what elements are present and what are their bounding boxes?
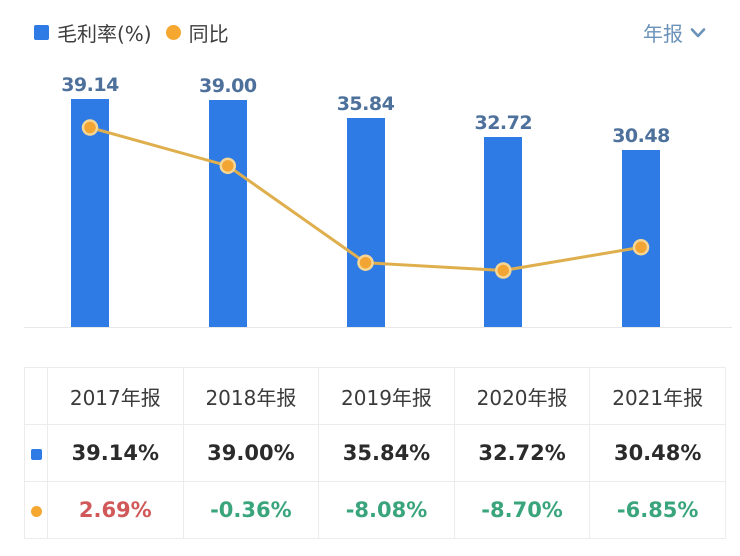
table-cell: -6.85% bbox=[589, 481, 726, 539]
table-cell: -8.08% bbox=[318, 481, 455, 539]
bar-2017年报 bbox=[71, 99, 109, 327]
chevron-down-icon bbox=[690, 27, 706, 37]
yoy-data-point bbox=[219, 157, 237, 175]
table-corner-cell bbox=[24, 367, 48, 425]
table-cell: -8.70% bbox=[453, 481, 591, 539]
series-marker-cell bbox=[24, 424, 48, 482]
table-header-cell: 2018年报 bbox=[182, 367, 320, 425]
legend-item-gross-margin[interactable]: 毛利率(%) bbox=[34, 18, 152, 47]
table-header-row: 2017年报 2018年报 2019年报 2020年报 2021年报 bbox=[24, 367, 726, 425]
table-cell: 32.72% bbox=[453, 424, 591, 482]
bar-value-label: 39.00 bbox=[198, 75, 257, 98]
yoy-line bbox=[89, 126, 642, 272]
yoy-data-point bbox=[632, 239, 650, 256]
table-cell: 39.14% bbox=[47, 424, 184, 482]
bar-2019年报 bbox=[346, 118, 385, 327]
chart-header: 毛利率(%) 同比 年报 bbox=[34, 18, 706, 47]
table-cell: 30.48% bbox=[589, 424, 726, 482]
yoy-data-point bbox=[357, 254, 374, 271]
chart-legend: 毛利率(%) 同比 bbox=[34, 18, 229, 47]
table-header-cell: 2019年报 bbox=[318, 367, 455, 425]
bar-2020年报 bbox=[484, 136, 523, 327]
table-cell: 35.84% bbox=[318, 424, 455, 482]
table-header-cell: 2020年报 bbox=[453, 367, 591, 425]
legend-label: 毛利率(%) bbox=[57, 22, 152, 46]
table-cell: 2.69% bbox=[47, 481, 184, 539]
legend-label: 同比 bbox=[188, 22, 229, 46]
x-axis-baseline bbox=[24, 327, 732, 328]
legend-item-yoy[interactable]: 同比 bbox=[165, 18, 229, 47]
bar-value-label: 39.14 bbox=[61, 74, 119, 97]
table-row: 39.14% 39.00% 35.84% 32.72% 30.48% bbox=[24, 424, 726, 482]
blue-square-icon bbox=[30, 449, 42, 460]
period-selector[interactable]: 年报 bbox=[643, 18, 706, 47]
bar-value-label: 32.72 bbox=[474, 111, 533, 134]
table-cell: 39.00% bbox=[182, 424, 320, 482]
orange-circle-icon bbox=[30, 506, 42, 517]
data-table: 2017年报 2018年报 2019年报 2020年报 2021年报 39.14% 39.0… bbox=[24, 367, 726, 539]
table-cell: -0.36% bbox=[182, 481, 320, 539]
bar-value-label: 35.84 bbox=[336, 93, 395, 116]
yoy-data-point bbox=[495, 262, 512, 279]
period-selector-label: 年报 bbox=[643, 22, 683, 46]
blue-square-icon bbox=[34, 25, 49, 40]
yoy-line-chart bbox=[81, 119, 650, 279]
bar-value-label: 30.48 bbox=[612, 124, 670, 147]
table-row: 2.69% -0.36% -8.08% -8.70% -6.85% bbox=[24, 481, 726, 539]
bar-2021年报 bbox=[622, 149, 660, 327]
bar-2018年报 bbox=[208, 100, 247, 327]
series-marker-cell bbox=[24, 481, 48, 539]
orange-circle-icon bbox=[165, 25, 181, 40]
yoy-data-point bbox=[81, 119, 99, 136]
table-header-cell: 2021年报 bbox=[589, 367, 726, 425]
table-header-cell: 2017年报 bbox=[47, 367, 184, 425]
chart-area: 39.14 39.00 35.84 32.72 30.48 bbox=[24, 74, 732, 328]
